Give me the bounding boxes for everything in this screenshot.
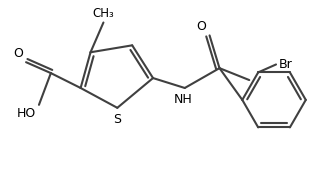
Text: NH: NH <box>173 93 192 106</box>
Text: HO: HO <box>17 107 36 120</box>
Text: CH₃: CH₃ <box>93 7 114 20</box>
Text: Br: Br <box>279 58 293 71</box>
Text: O: O <box>197 20 207 33</box>
Text: S: S <box>113 113 121 126</box>
Text: O: O <box>13 47 23 60</box>
